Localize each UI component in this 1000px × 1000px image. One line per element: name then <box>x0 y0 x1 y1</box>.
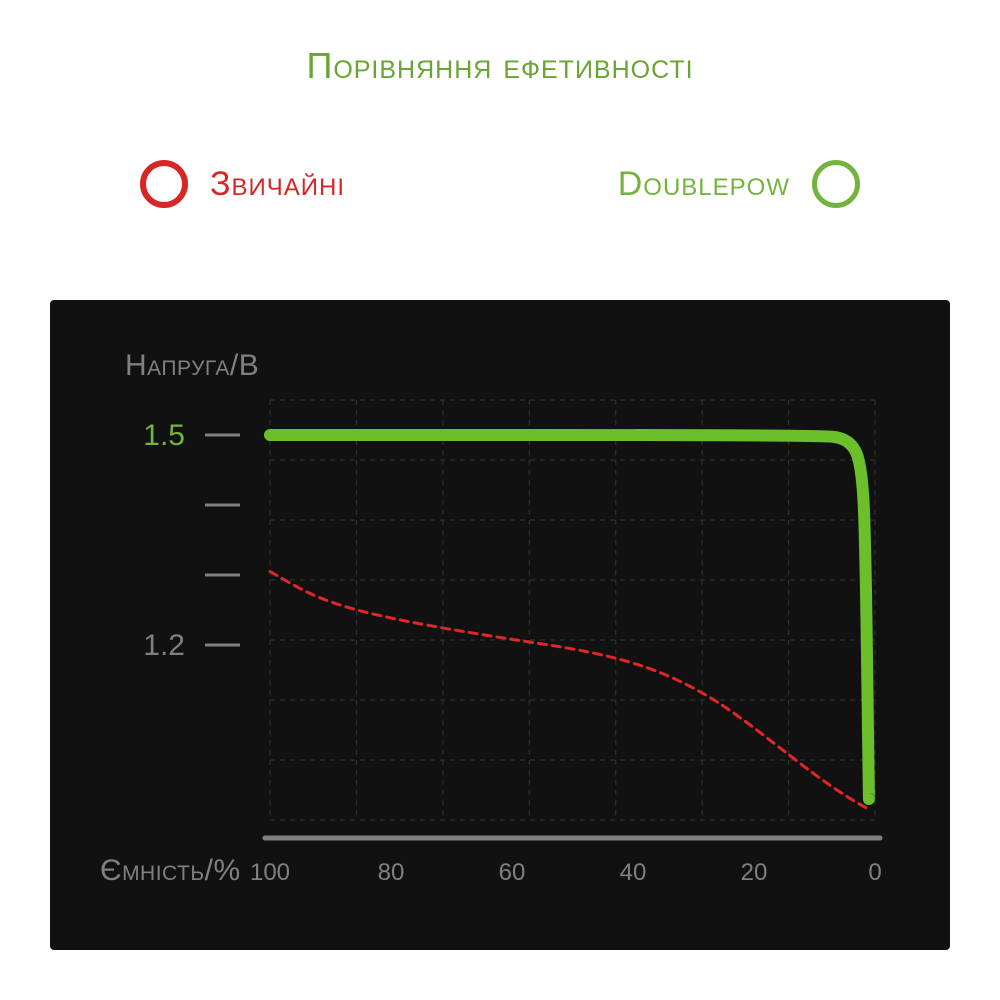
chart-area: Напруга/В 1.5 1.2 100 80 60 40 20 0 Ємність/% <box>50 300 950 950</box>
svg-text:20: 20 <box>741 859 768 886</box>
svg-text:40: 40 <box>620 859 647 886</box>
chart-svg: Напруга/В 1.5 1.2 100 80 60 40 20 0 Ємність/% <box>50 300 950 950</box>
svg-text:60: 60 <box>499 859 526 886</box>
chart-title: Порівняння ефетивності <box>0 45 1000 87</box>
svg-text:1.5: 1.5 <box>143 419 185 452</box>
legend-item-ordinary: Звичайні <box>140 160 345 208</box>
legend-circle-ordinary <box>140 160 188 208</box>
svg-text:0: 0 <box>868 859 881 886</box>
legend-circle-doublepow <box>812 160 860 208</box>
svg-text:Напруга/В: Напруга/В <box>125 349 259 382</box>
legend-label-doublepow: Doublepow <box>618 165 790 204</box>
header: Порівняння ефетивності Звичайні Doublepo… <box>0 0 1000 300</box>
svg-text:80: 80 <box>378 859 405 886</box>
legend: Звичайні Doublepow <box>0 160 1000 220</box>
svg-text:100: 100 <box>250 859 290 886</box>
svg-text:1.2: 1.2 <box>143 629 185 662</box>
legend-item-doublepow: Doublepow <box>618 160 860 208</box>
svg-text:Ємність/%: Ємність/% <box>100 854 241 887</box>
legend-label-ordinary: Звичайні <box>210 165 345 204</box>
